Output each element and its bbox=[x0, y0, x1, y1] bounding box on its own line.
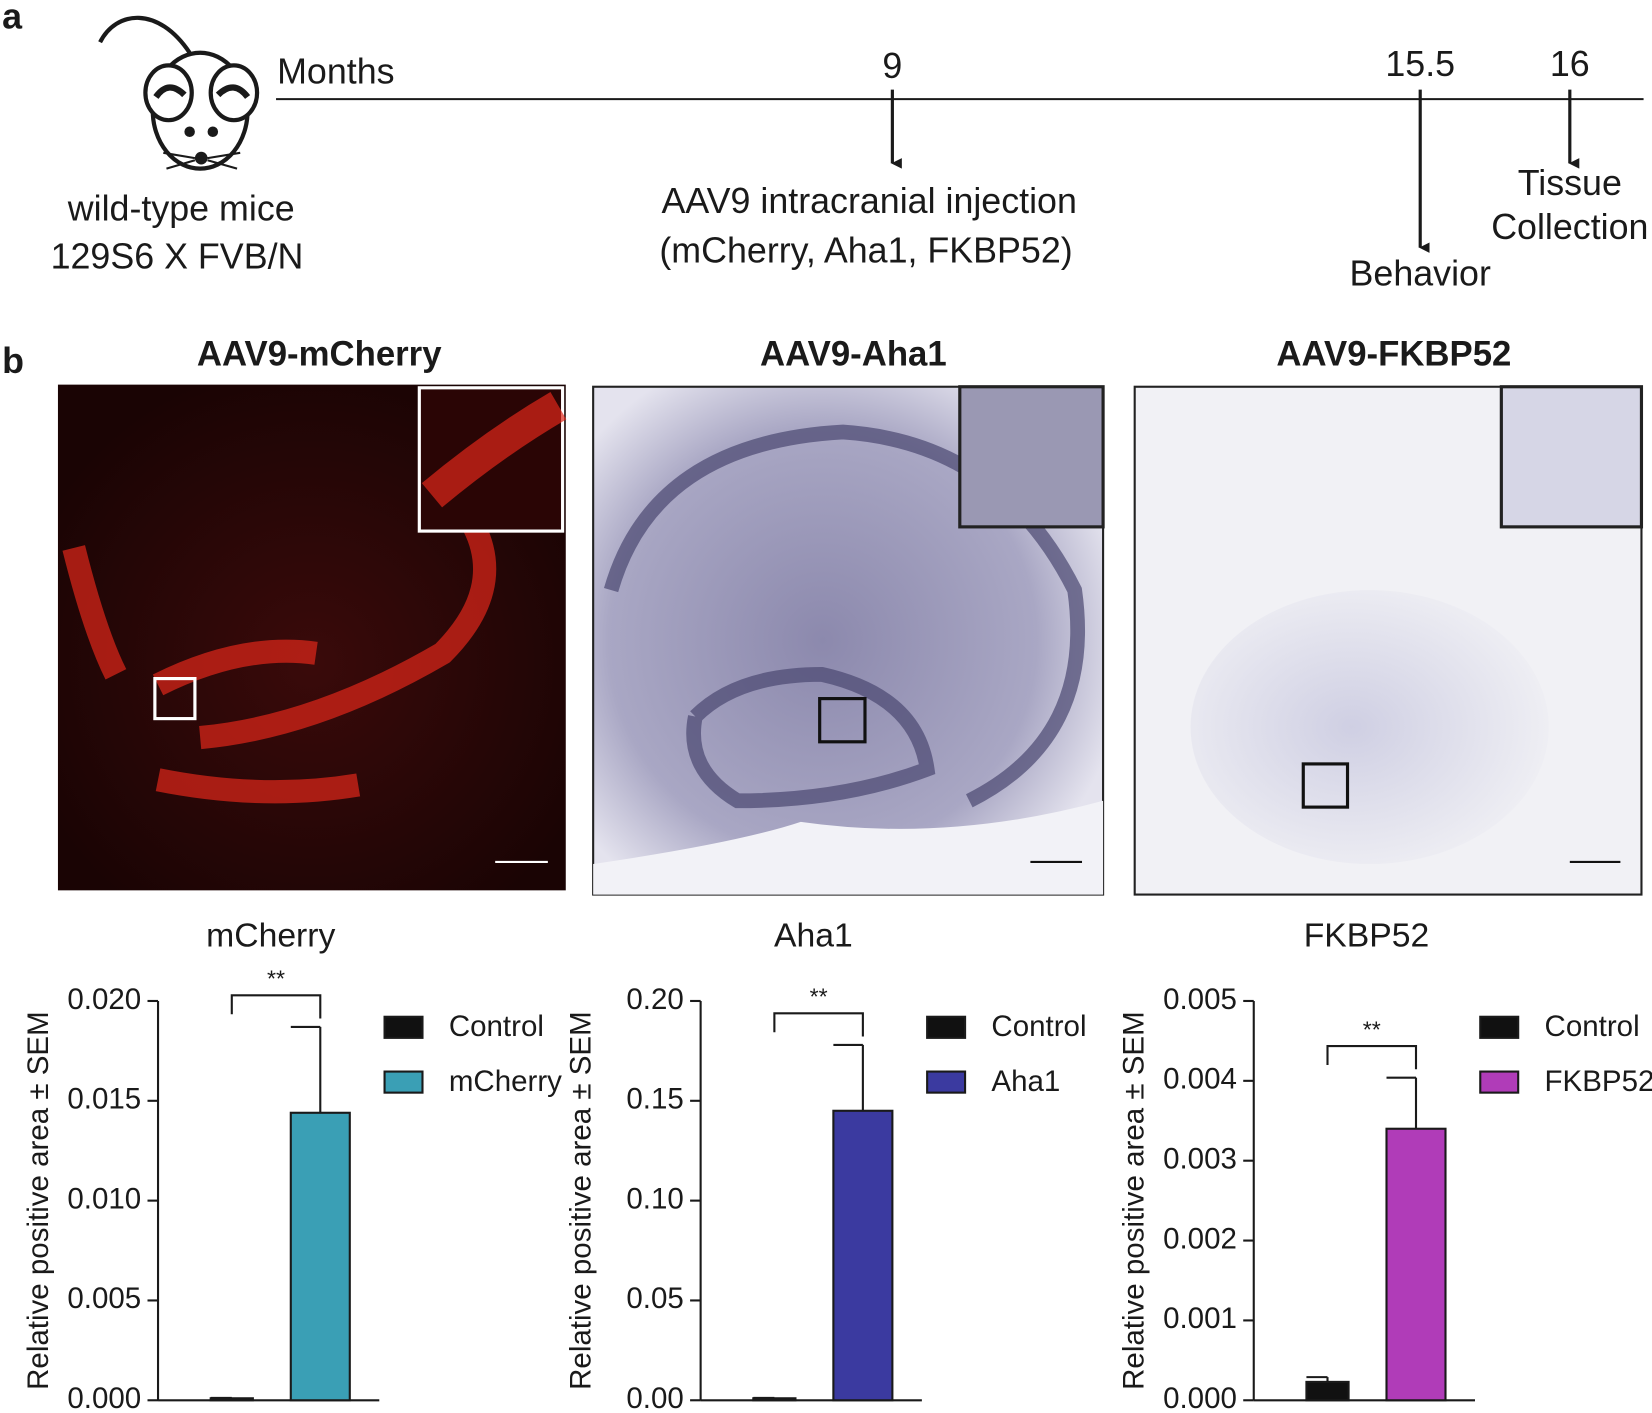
bar bbox=[752, 1397, 797, 1402]
legend-swatch bbox=[383, 1070, 424, 1094]
chart-title: mCherry bbox=[206, 917, 335, 955]
legend-label: Control bbox=[449, 1010, 544, 1043]
event-label: Collection bbox=[1491, 207, 1648, 247]
legend-swatch bbox=[1479, 1070, 1520, 1094]
bar bbox=[289, 1111, 351, 1402]
mouse-label: wild-type mice bbox=[67, 188, 295, 228]
micrograph bbox=[57, 384, 567, 891]
legend-label: Control bbox=[1545, 1010, 1640, 1043]
y-tick-label: 0.010 bbox=[67, 1182, 141, 1215]
y-tick-label: 0.020 bbox=[67, 983, 141, 1016]
y-tick-label: 0.005 bbox=[1163, 983, 1237, 1016]
y-tick-label: 0.003 bbox=[1163, 1142, 1237, 1175]
significance-label: ** bbox=[1363, 1016, 1381, 1042]
chart-title: FKBP52 bbox=[1304, 917, 1430, 955]
y-tick-label: 0.20 bbox=[626, 983, 683, 1016]
timeline-axis-label: Months bbox=[277, 51, 394, 91]
y-tick-label: 0.10 bbox=[626, 1182, 683, 1215]
mouse-label: 129S6 X FVB/N bbox=[51, 237, 304, 277]
y-tick-label: 0.05 bbox=[626, 1282, 683, 1315]
legend-swatch bbox=[926, 1070, 967, 1094]
y-axis-label: Relative positive area ± SEM bbox=[564, 1011, 597, 1390]
y-axis-label: Relative positive area ± SEM bbox=[22, 1011, 55, 1390]
legend-label: FKBP52 bbox=[1545, 1065, 1652, 1098]
legend-label: mCherry bbox=[449, 1065, 562, 1098]
y-tick-label: 0.002 bbox=[1163, 1222, 1237, 1255]
significance-label: ** bbox=[267, 966, 285, 992]
image-title: AAV9-FKBP52 bbox=[1276, 335, 1511, 373]
significance-bracket bbox=[773, 1012, 864, 1037]
timeline-time: 15.5 bbox=[1385, 44, 1455, 84]
y-tick-label: 0.005 bbox=[67, 1282, 141, 1315]
y-tick-label: 0.00 bbox=[626, 1382, 683, 1413]
panel-letter: a bbox=[2, 0, 23, 37]
y-axis-label: Relative positive area ± SEM bbox=[1118, 1011, 1151, 1390]
significance-label: ** bbox=[810, 984, 828, 1010]
significance-bracket bbox=[230, 994, 322, 1019]
image-title: AAV9-mCherry bbox=[197, 335, 442, 373]
image-title: AAV9-Aha1 bbox=[760, 335, 947, 373]
y-tick-label: 0.000 bbox=[67, 1382, 141, 1413]
bar bbox=[209, 1397, 254, 1402]
legend-label: Aha1 bbox=[991, 1065, 1060, 1098]
bar bbox=[1305, 1380, 1350, 1402]
event-label: Behavior bbox=[1350, 254, 1491, 294]
y-tick-label: 0.004 bbox=[1163, 1063, 1237, 1096]
mouse-icon bbox=[98, 15, 260, 171]
timeline-time: 16 bbox=[1550, 44, 1590, 84]
legend-swatch bbox=[383, 1015, 424, 1039]
significance-bracket bbox=[1326, 1044, 1418, 1070]
event-label: Tissue bbox=[1518, 163, 1622, 203]
y-tick-label: 0.001 bbox=[1163, 1302, 1237, 1335]
legend-swatch bbox=[926, 1015, 967, 1039]
timeline-time: 9 bbox=[882, 46, 902, 86]
y-tick-label: 0.15 bbox=[626, 1083, 683, 1116]
y-tick-label: 0.000 bbox=[1163, 1382, 1237, 1413]
y-tick-label: 0.015 bbox=[67, 1083, 141, 1116]
chart-title: Aha1 bbox=[774, 917, 853, 955]
panel-letter: b bbox=[2, 341, 24, 381]
micrograph bbox=[592, 385, 1105, 896]
legend-label: Control bbox=[991, 1010, 1086, 1043]
bar bbox=[832, 1109, 894, 1402]
micrograph bbox=[1133, 385, 1644, 896]
bar bbox=[1385, 1127, 1447, 1402]
legend-swatch bbox=[1479, 1015, 1520, 1039]
event-label: (mCherry, Aha1, FKBP52) bbox=[659, 230, 1072, 270]
event-label: AAV9 intracranial injection bbox=[662, 181, 1077, 221]
